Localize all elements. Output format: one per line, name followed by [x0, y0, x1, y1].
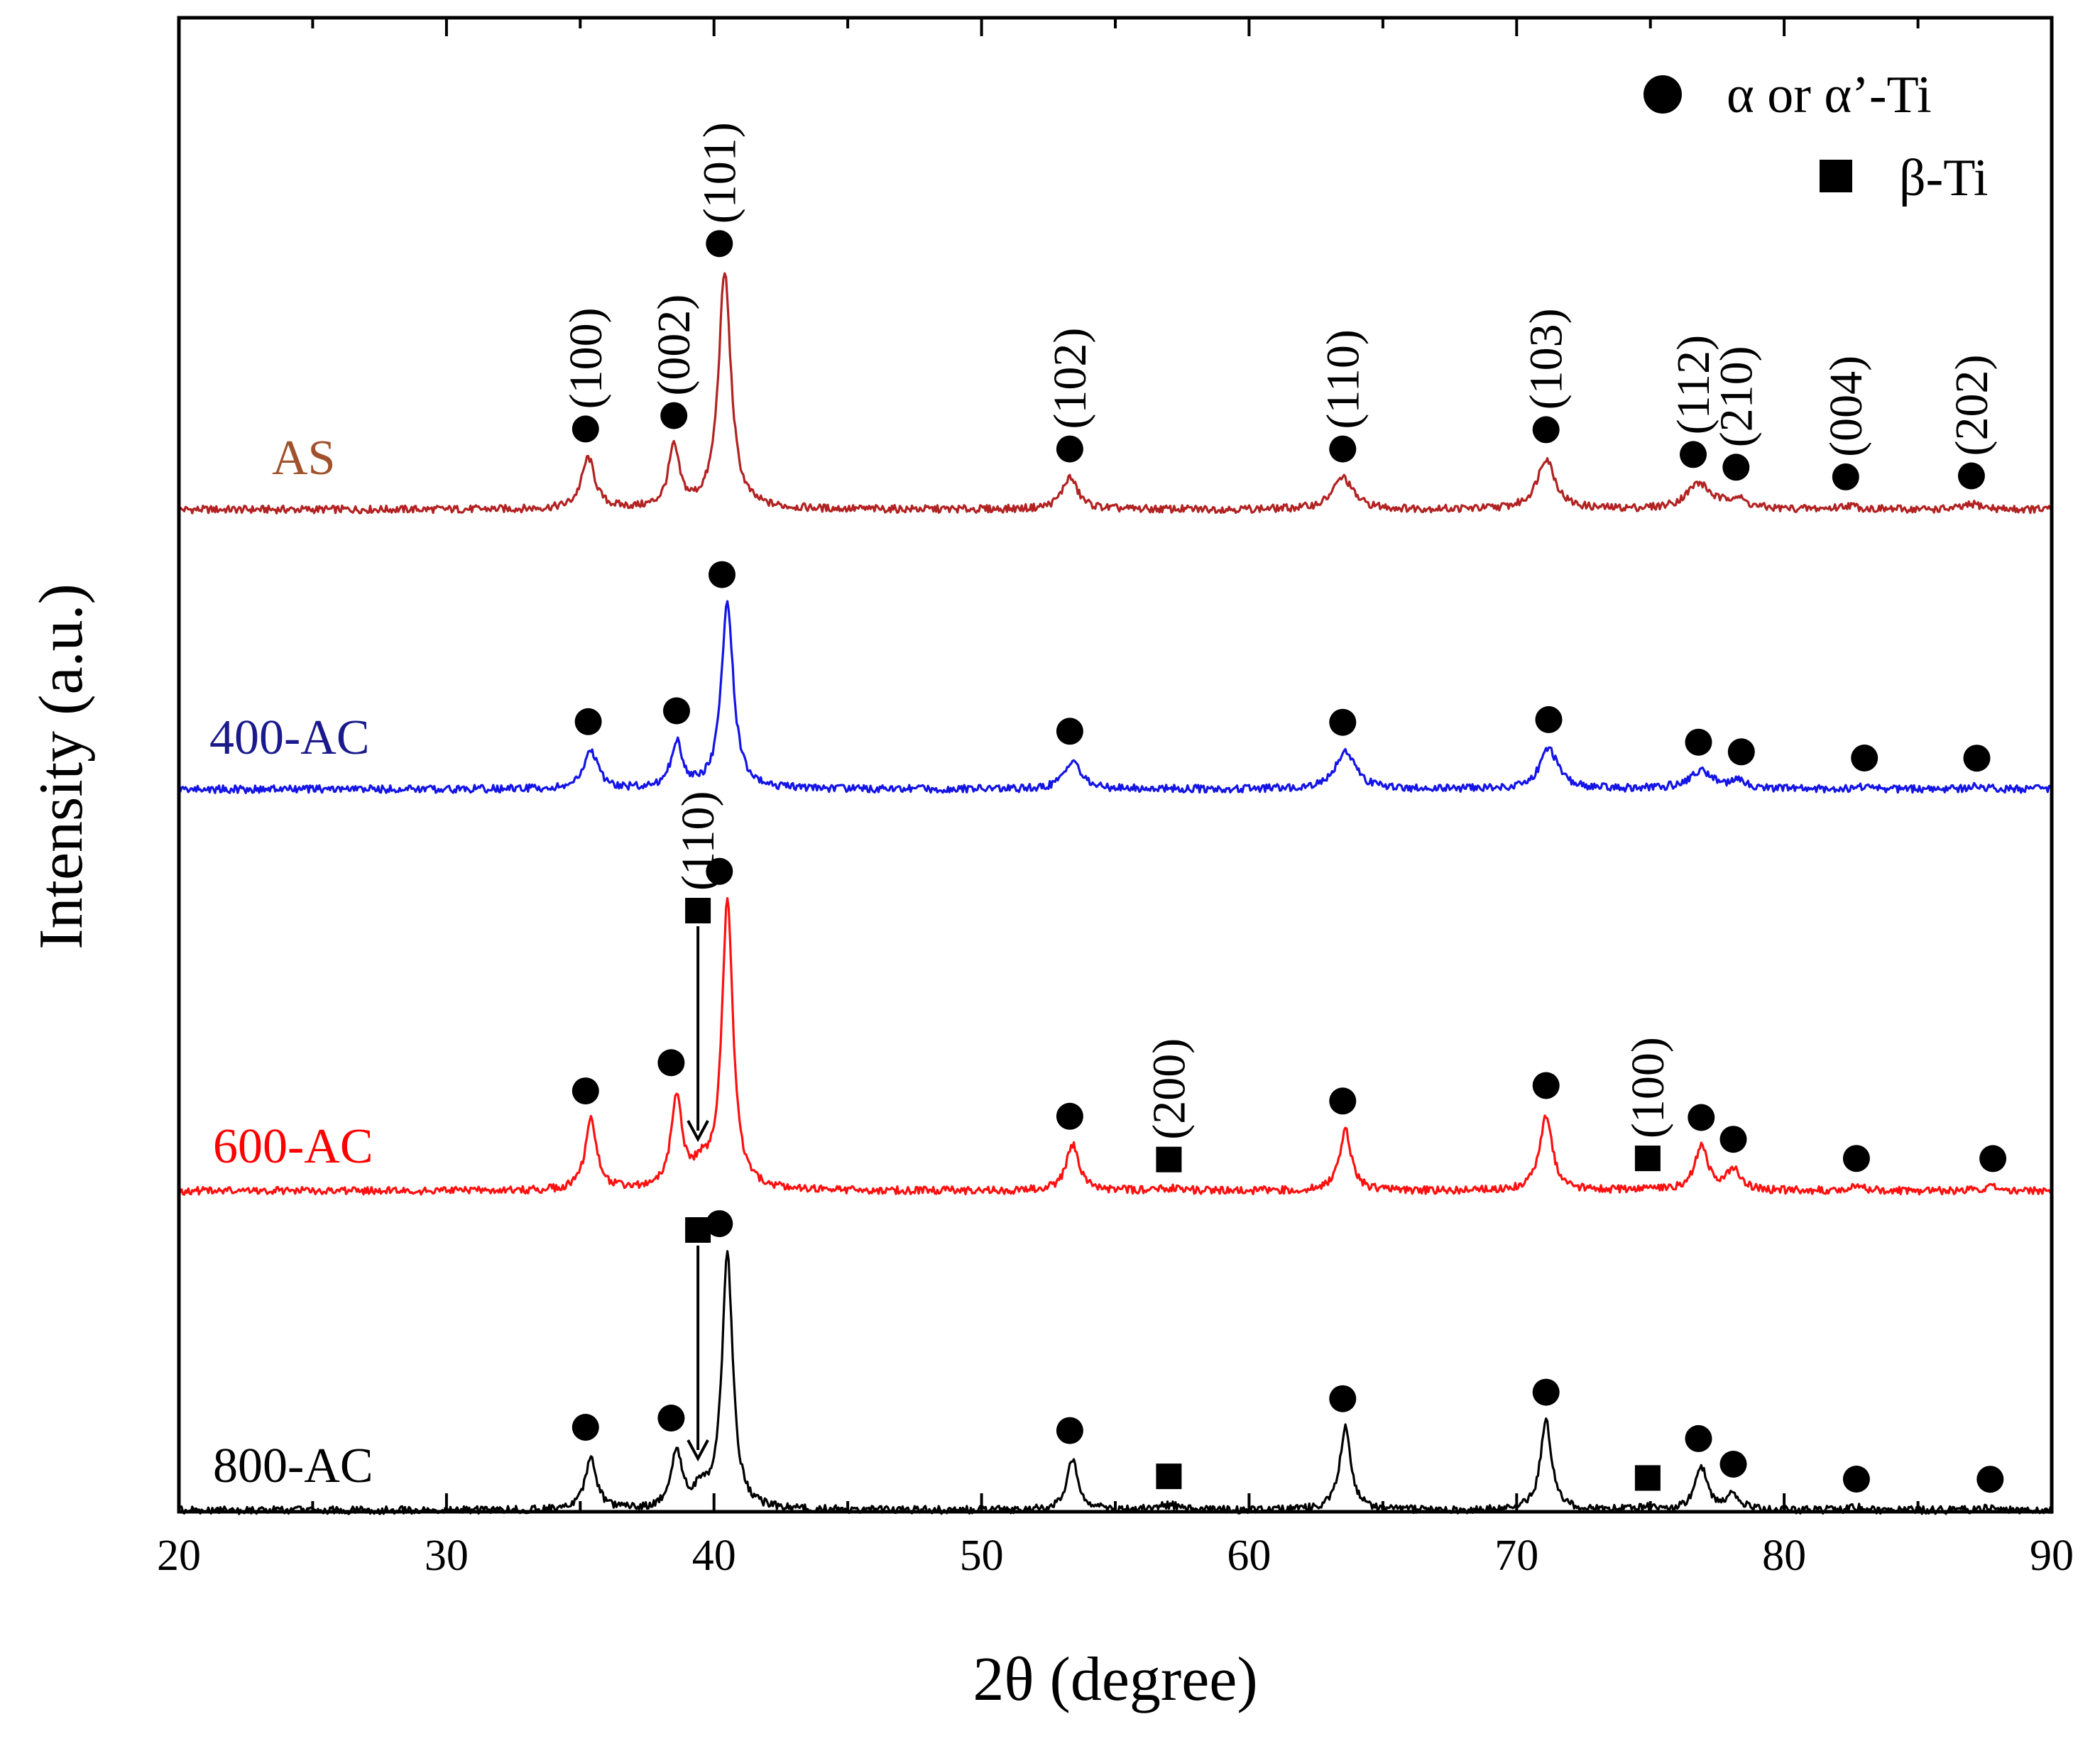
alpha-ti-marker-icon: [1056, 718, 1083, 745]
alpha-ti-marker-icon: [1532, 1072, 1560, 1099]
alpha-ti-marker-icon: [1532, 1378, 1560, 1406]
alpha-ti-marker-icon: [1329, 1087, 1357, 1115]
peak-annotation-600-ac-10: (110): [672, 791, 724, 891]
alpha-ti-marker-icon: [1685, 728, 1712, 756]
series-label-400-ac: 400-AC: [209, 710, 370, 765]
beta-ti-marker-icon: [685, 898, 711, 923]
alpha-ti-marker-icon: [1719, 1126, 1747, 1153]
beta-ti-marker-icon: [1634, 1465, 1661, 1491]
x-axis-title: 2θ (degree): [973, 1645, 1257, 1714]
alpha-ti-marker-icon: [1842, 1145, 1870, 1172]
alpha-ti-marker-icon: [1979, 1145, 2007, 1172]
peak-annotation-as-3: (102): [1044, 328, 1096, 429]
alpha-ti-marker-icon: [1329, 708, 1357, 736]
x-tick-label: 90: [2030, 1532, 2074, 1580]
peak-annotation-as-4: (110): [1317, 329, 1369, 429]
alpha-ti-marker-icon: [709, 561, 735, 588]
alpha-ti-marker-icon: [572, 1414, 599, 1441]
peak-annotation-as-5: (103): [1521, 308, 1573, 410]
trace-400-ac: [177, 600, 2053, 794]
alpha-ti-marker-icon: [657, 1405, 685, 1432]
beta-ti-marker-icon: [1156, 1146, 1182, 1172]
beta-ti-marker-icon: [1156, 1463, 1182, 1490]
series-label-600-ac: 600-AC: [213, 1119, 373, 1174]
peak-annotation-600-ac-12: (100): [1622, 1037, 1674, 1138]
legend: α or α’-Ti β-Ti: [1644, 66, 1988, 207]
alpha-ti-marker-icon: [1851, 745, 1878, 771]
alpha-ti-marker-icon: [1685, 1424, 1712, 1452]
alpha-ti-marker-icon: [1719, 1451, 1747, 1478]
beta-ti-marker-icon: [1634, 1146, 1661, 1172]
alpha-ti-marker-icon: [1727, 738, 1755, 766]
alpha-ti-marker-icon: [1535, 705, 1563, 733]
x-tick-label: 80: [1762, 1532, 1806, 1580]
legend-label-alpha-ti: α or α’-Ti: [1727, 66, 1932, 124]
alpha-ti-marker-icon: [1957, 462, 1985, 490]
alpha-ti-marker-icon: [1688, 1104, 1715, 1131]
x-axis: 20 30 40 50 60 70 80 90: [157, 18, 2074, 1580]
alpha-ti-marker-icon: [663, 697, 690, 725]
alpha-ti-marker-icon: [657, 1049, 685, 1077]
alpha-ti-marker-icon: [1056, 1417, 1083, 1444]
peak-annotation-as-6: (112): [1668, 335, 1719, 435]
alpha-ti-marker-icon: [1842, 1466, 1870, 1493]
series-label-as: AS: [272, 431, 335, 485]
series-labels: AS 400-AC 600-AC 800-AC: [209, 431, 373, 1493]
arrow-head-icon: [687, 1120, 709, 1143]
alpha-ti-marker-icon: [660, 402, 688, 429]
x-tick-label: 20: [157, 1532, 201, 1580]
alpha-ti-marker-icon: [574, 708, 602, 735]
x-tick-label: 40: [692, 1532, 736, 1580]
series-label-800-ac: 800-AC: [213, 1439, 373, 1493]
x-tick-label: 30: [425, 1532, 469, 1580]
alpha-ti-marker-icon: [1329, 1385, 1357, 1412]
alpha-ti-marker-icon: [706, 1210, 733, 1238]
alpha-ti-marker-icon: [706, 857, 733, 885]
alpha-ti-marker-icon: [572, 1077, 599, 1105]
x-tick-label: 60: [1227, 1532, 1271, 1580]
peak-annotation-as-1: (002): [648, 295, 700, 396]
peak-annotation-600-ac-11: (200): [1143, 1038, 1195, 1140]
peak-annotations: (100) (002) (101) (102) (110) (103) (112)(210)…: [560, 122, 1998, 1139]
alpha-ti-marker-icon: [706, 230, 733, 258]
legend-label-beta-ti: β-Ti: [1899, 149, 1988, 207]
peak-annotation-as-7: (210): [1710, 346, 1762, 447]
alpha-ti-marker-icon: [1832, 463, 1859, 490]
legend-alpha-ti-circle-icon: [1644, 75, 1682, 114]
alpha-ti-marker-icon: [1680, 441, 1707, 468]
peak-annotation-as-9: (202): [1946, 355, 1998, 456]
alpha-ti-marker-icon: [1532, 416, 1560, 444]
alpha-ti-marker-icon: [572, 415, 599, 443]
alpha-ti-marker-icon: [1329, 435, 1357, 463]
peak-annotation-as-2: (101): [694, 122, 745, 224]
alpha-ti-marker-icon: [1722, 454, 1750, 481]
alpha-ti-marker-icon: [1976, 1466, 2004, 1493]
trace-as: [177, 272, 2053, 515]
peak-annotation-as-0: (100): [560, 307, 612, 409]
peak-annotation-as-8: (004): [1820, 356, 1872, 457]
alpha-ti-marker-icon: [1963, 745, 1991, 772]
alpha-ti-marker-icon: [1056, 435, 1083, 463]
x-tick-label: 50: [960, 1532, 1004, 1580]
legend-beta-ti-square-icon: [1820, 160, 1852, 192]
trace-600-ac: [178, 896, 2052, 1196]
y-axis-title: Intensity (a.u.): [27, 583, 96, 950]
x-tick-label: 70: [1494, 1532, 1538, 1580]
phase-markers: [572, 230, 2007, 1493]
alpha-ti-marker-icon: [1056, 1102, 1083, 1130]
arrow-head-icon: [687, 1439, 709, 1462]
